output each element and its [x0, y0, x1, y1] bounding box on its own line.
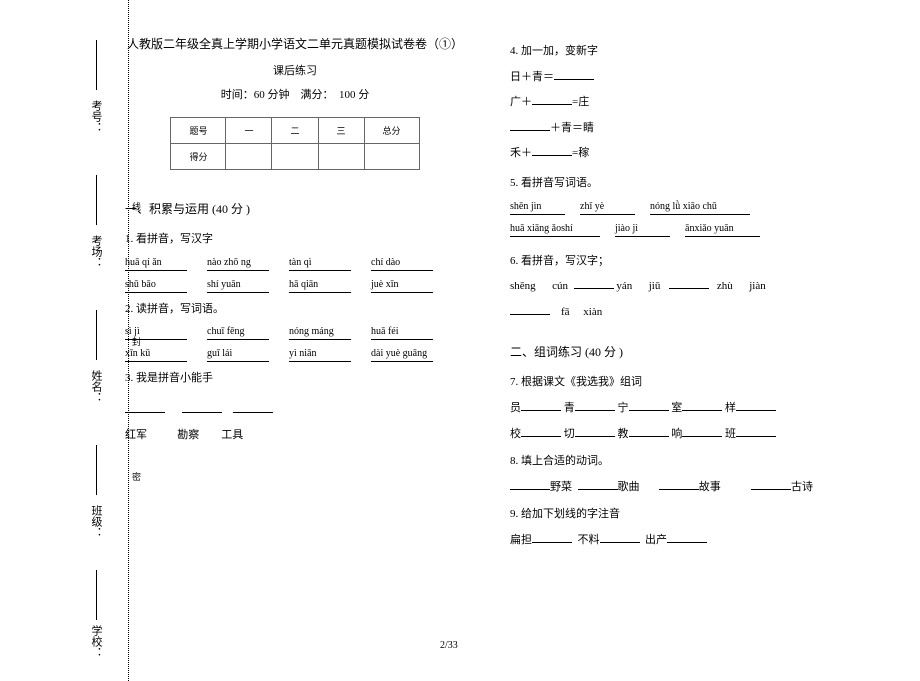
th-score: 得分: [171, 144, 226, 170]
table-row: 题号 一 二 三 总分: [171, 118, 419, 144]
kaohao-line: [96, 40, 97, 90]
q1-pinyin-row1: huā qí ǎn nào zhō ng tàn qì chí dào: [125, 257, 465, 268]
time-value: 60 分钟: [254, 89, 290, 101]
q6-r2: fā xiàn: [510, 304, 900, 322]
th-num: 题号: [171, 118, 226, 144]
section-2: 二、组词练习 (40 分 ): [510, 343, 900, 360]
q2-pinyin-row2: xīn kū guī lái yì niān dài yuè guāng: [125, 348, 465, 359]
q1-pinyin-row2: shū bāo shí yuān hā qiān juè xīn: [125, 279, 465, 290]
q8: 8. 填上合适的动词。: [510, 453, 900, 471]
q6: 6. 看拼音，写汉字；: [510, 253, 900, 271]
q8-items: 野菜 歌曲 故事 古诗: [510, 479, 900, 497]
label-banji: 班级：: [88, 505, 104, 538]
xingming-line: [96, 310, 97, 360]
q3-items: [125, 402, 465, 420]
q7-l2: 校 切 教 响 班: [510, 426, 900, 444]
page-number: 2/33: [440, 640, 458, 651]
xuexiao-line: [96, 570, 97, 620]
label-xingming: 姓名：: [88, 370, 104, 403]
q9: 9. 给加下划线的字注音: [510, 506, 900, 524]
section-1: 一、积累与运用 (40 分 ): [125, 200, 465, 217]
blank: [125, 412, 165, 413]
q7: 7. 根据课文《我选我》组词: [510, 374, 900, 392]
time-label: 时间：: [221, 89, 254, 101]
table-row: 得分: [171, 144, 419, 170]
q4-l1: 日＋青＝: [510, 69, 900, 87]
q4: 4. 加一加，变新字: [510, 43, 900, 61]
th-total: 总分: [364, 118, 419, 144]
right-column: 4. 加一加，变新字 日＋青＝ 广＋=庄 ＋青＝睛 禾＋=稼 5. 看拼音写词语…: [510, 35, 900, 558]
char-mi: 密: [132, 470, 141, 483]
q4-l2: 广＋=庄: [510, 94, 900, 112]
left-column: 人教版二年级全真上学期小学语文二单元真题模拟试卷卷（①） 课后练习 时间：60 …: [125, 35, 465, 453]
q7-l1: 员 青 宁 室 样: [510, 400, 900, 418]
q6-r1: shēng cún yán jiū zhù jiàn: [510, 278, 900, 296]
score-table: 题号 一 二 三 总分 得分: [170, 117, 419, 170]
q3: 3. 我是拼音小能手: [125, 370, 465, 388]
exam-title: 人教版二年级全真上学期小学语文二单元真题模拟试卷卷（①）: [125, 35, 465, 52]
exam-subtitle: 课后练习: [125, 62, 465, 78]
th-c2: 二: [272, 118, 318, 144]
label-kaochang: 考场：: [88, 235, 104, 268]
q5-r2: huā xiāng ǎoshí jiào jì ānxiǎo yuān: [510, 223, 900, 234]
q5-r1: shēn jìn zhǐ yè nóng lǜ xiāo chū: [510, 201, 900, 212]
q4-l3: ＋青＝睛: [510, 120, 900, 138]
th-c3: 三: [318, 118, 364, 144]
q9-items: 扁担 不料 出产: [510, 532, 900, 550]
binding-margin: 考号： 线 考场： 封 姓名： 密 班级： 学校：: [40, 0, 70, 681]
kaochang-line: [96, 175, 97, 225]
score-value: 100 分: [339, 89, 369, 101]
label-xuexiao: 学校：: [88, 625, 104, 658]
th-c1: 一: [226, 118, 272, 144]
banji-line: [96, 445, 97, 495]
q5: 5. 看拼音写词语。: [510, 175, 900, 193]
exam-info: 时间：60 分钟 满分： 100 分: [125, 86, 465, 102]
q4-l4: 禾＋=稼: [510, 145, 900, 163]
score-label: 满分：: [301, 89, 334, 101]
label-kaohao: 考号：: [88, 100, 104, 133]
q1: 1. 看拼音，写汉字: [125, 231, 465, 249]
q2: 2. 读拼音，写词语。: [125, 301, 465, 319]
q2-pinyin-row1: sì jì chuī fēng nóng máng huā féi: [125, 326, 465, 337]
q3-words: 红军 勘察 工具: [125, 427, 465, 445]
